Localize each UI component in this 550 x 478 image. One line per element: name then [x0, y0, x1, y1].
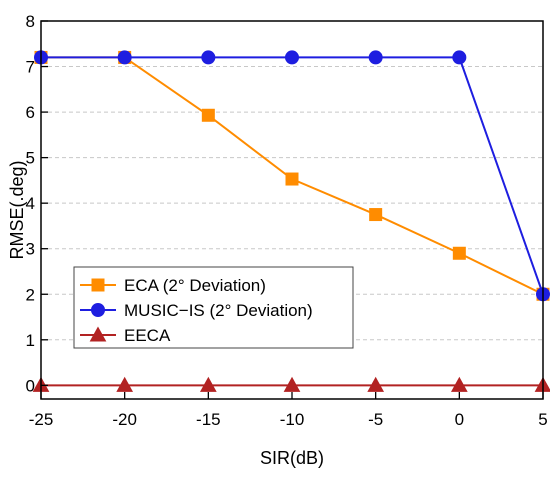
y-tick-label: 1 [26, 331, 35, 350]
x-tick-label: -20 [112, 410, 137, 429]
series-2 [34, 378, 550, 392]
legend-label: EECA [124, 326, 171, 345]
x-tick-label: 0 [455, 410, 464, 429]
y-axis-label: RMSE(.deg) [7, 160, 27, 259]
y-tick-label: 2 [26, 285, 35, 304]
x-axis-label: SIR(dB) [260, 448, 324, 468]
x-tick-label: -25 [29, 410, 54, 429]
data-point [369, 51, 382, 64]
x-tick-label: -5 [368, 410, 383, 429]
legend-marker [92, 279, 104, 291]
data-point [118, 51, 131, 64]
legend-label: MUSIC−IS (2° Deviation) [124, 301, 313, 320]
data-point [453, 51, 466, 64]
x-tick-label: -10 [280, 410, 305, 429]
data-point [202, 51, 215, 64]
data-point [202, 109, 214, 121]
legend: ECA (2° Deviation) MUSIC−IS (2° Deviation… [74, 267, 353, 348]
data-point [286, 51, 299, 64]
legend-label: ECA (2° Deviation) [124, 276, 266, 295]
y-tick-label: 8 [26, 12, 35, 31]
y-tick-label: 7 [26, 58, 35, 77]
y-tick-label: 6 [26, 103, 35, 122]
x-tick-label: -15 [196, 410, 221, 429]
x-tick-label: 5 [538, 410, 547, 429]
data-point [286, 173, 298, 185]
data-point [370, 209, 382, 221]
y-tick-label: 0 [26, 376, 35, 395]
series-0 [35, 51, 549, 300]
data-point [453, 247, 465, 259]
legend-marker [92, 304, 105, 317]
